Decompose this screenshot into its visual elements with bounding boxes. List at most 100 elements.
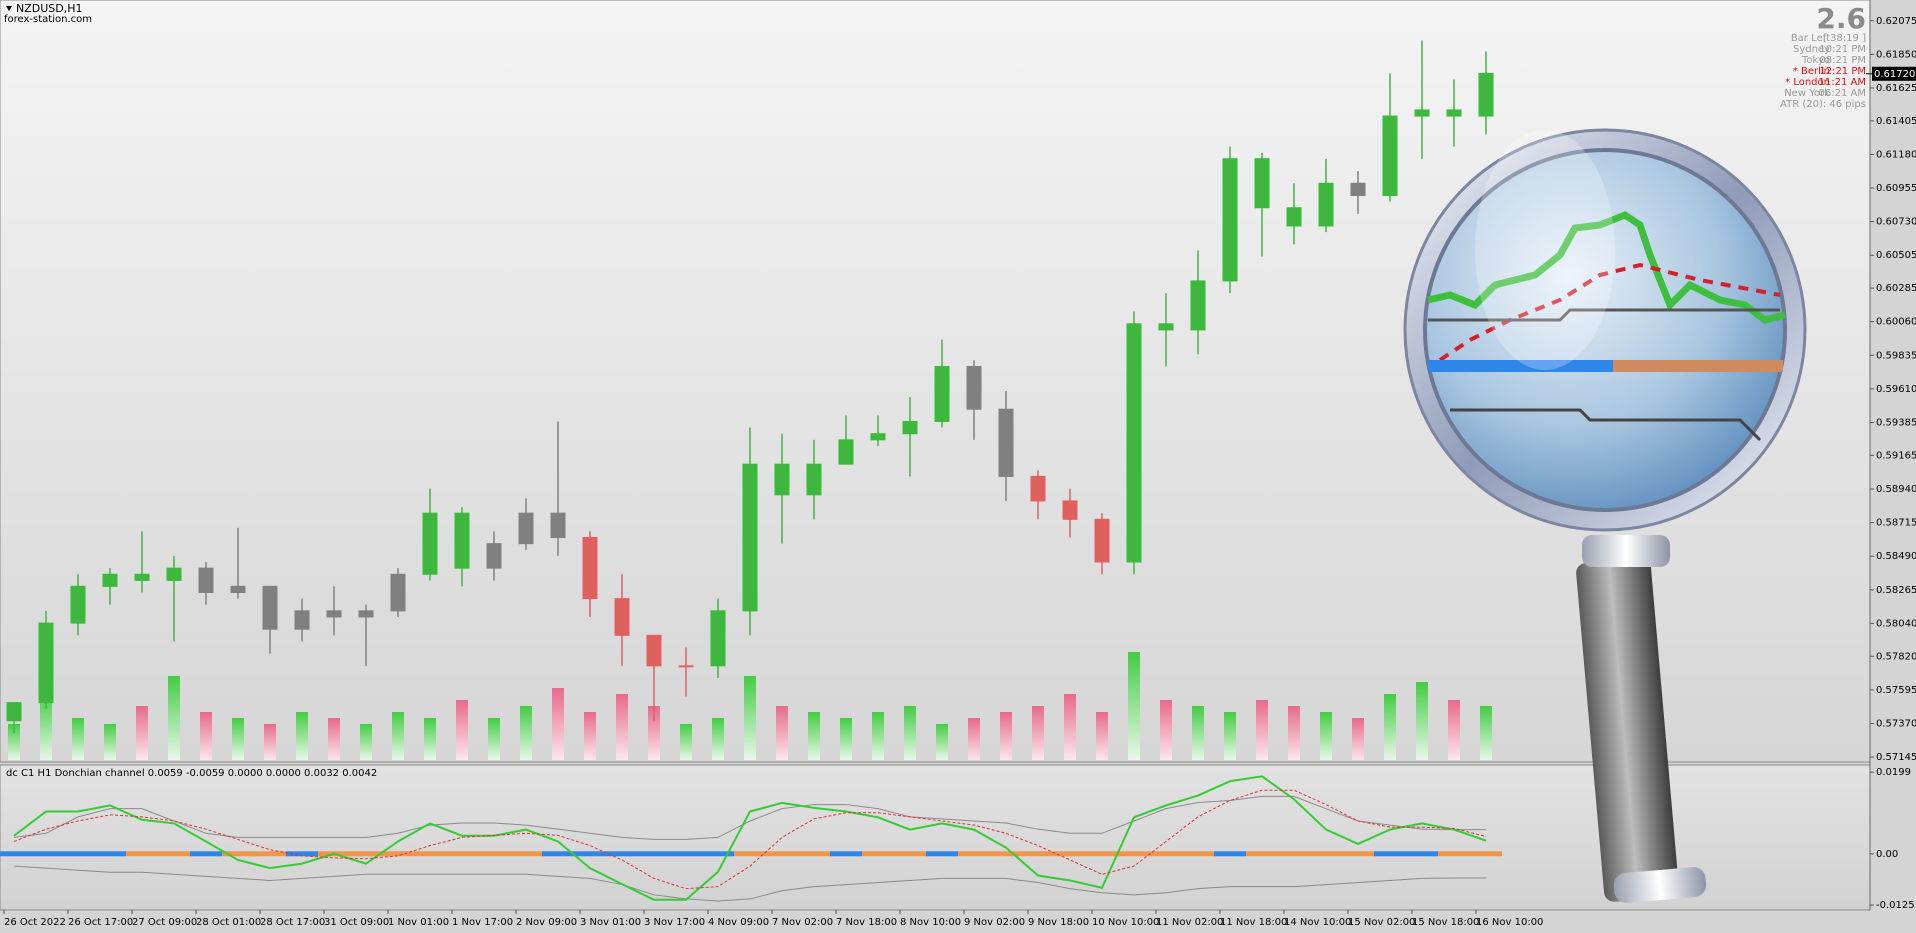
x-tick-label: 2 Nov 09:00: [516, 917, 577, 928]
candle-body: [102, 573, 118, 587]
state-segment: [894, 851, 926, 857]
y-tick-label: 0.58490: [1876, 551, 1916, 562]
volume-bar: [1160, 700, 1172, 760]
x-tick-label: 31 Oct 09:00: [324, 917, 389, 928]
volume-bar: [1032, 706, 1044, 760]
x-tick-label: 16 Nov 10:00: [1476, 917, 1543, 928]
symbol-arrow: [6, 6, 12, 11]
volume-bar: [1096, 712, 1108, 760]
state-segment: [414, 851, 446, 857]
last-price-label: 0.61720: [1874, 69, 1915, 80]
y-tick-label: 0.61625: [1876, 83, 1916, 94]
x-tick-label: 8 Nov 10:00: [900, 917, 961, 928]
y-tick-label: 0.58940: [1876, 484, 1916, 495]
y-tick-label: 0.60285: [1876, 283, 1916, 294]
volume-bar: [1320, 712, 1332, 760]
volume-bar: [136, 706, 148, 760]
x-tick-label: 9 Nov 18:00: [1028, 917, 1089, 928]
indicator-line: [13, 865, 1486, 902]
y-tick-label: 0.57145: [1876, 752, 1916, 763]
volume-bar: [392, 712, 404, 760]
y-tick-label: 0.61180: [1876, 149, 1916, 160]
volume-bar: [872, 712, 884, 760]
magnifier-cap: [1613, 867, 1707, 903]
y-tick-label: 0.57370: [1876, 718, 1916, 729]
state-segment: [1118, 851, 1150, 857]
state-segment: [1150, 851, 1182, 857]
y-tick-label: 0.00: [1876, 849, 1898, 860]
state-segment: [1342, 851, 1374, 857]
candle-body: [614, 598, 630, 636]
candle-body: [1350, 182, 1366, 197]
state-segment: [1438, 851, 1470, 857]
y-tick-label: 0.61405: [1876, 116, 1916, 127]
y-tick-label: 0.60505: [1876, 250, 1916, 261]
candle-body: [998, 408, 1014, 477]
info-value: 12:21 PM: [1819, 66, 1866, 77]
info-label: * London: [1785, 77, 1830, 88]
volume-bar: [968, 718, 980, 760]
volume-bar: [1000, 712, 1012, 760]
state-segment: [1086, 851, 1118, 857]
x-tick-label: 28 Oct 01:00: [196, 917, 261, 928]
state-segment: [0, 851, 30, 857]
info-label: New York: [1784, 88, 1830, 99]
state-segment: [510, 851, 542, 857]
candle-body: [6, 702, 22, 722]
y-tick-label: 0.59610: [1876, 384, 1916, 395]
volume-bar: [296, 712, 308, 760]
y-tick-label: 0.60955: [1876, 183, 1916, 194]
volume-bar: [488, 718, 500, 760]
info-label: Bar Left: [1791, 33, 1830, 44]
volume-bar: [1224, 712, 1236, 760]
x-tick-label: 1 Nov 01:00: [388, 917, 449, 928]
x-tick-label: 28 Oct 17:00: [260, 917, 325, 928]
candle-body: [1062, 500, 1078, 520]
y-tick-label: 0.62075: [1876, 16, 1916, 27]
volume-bar: [744, 676, 756, 760]
volume-bar: [232, 718, 244, 760]
info-value: 08:21 PM: [1819, 55, 1866, 66]
y-tick-label: 0.57595: [1876, 685, 1916, 696]
x-tick-label: 10 Nov 10:00: [1092, 917, 1159, 928]
x-tick-label: 4 Nov 09:00: [708, 917, 769, 928]
indicator-title: dc C1 H1 Donchian channel 0.0059 -0.0059…: [6, 768, 377, 779]
state-segment: [126, 851, 158, 857]
candle-body: [518, 512, 534, 545]
candle-body: [294, 610, 310, 630]
y-tick-label: 0.59835: [1876, 350, 1916, 361]
volume-bar: [680, 724, 692, 760]
candle-body: [1126, 323, 1142, 563]
volume-bar: [520, 706, 532, 760]
candle-body: [966, 366, 982, 410]
volume-bar: [1192, 706, 1204, 760]
volume-bar: [1064, 694, 1076, 760]
state-segment: [1374, 851, 1406, 857]
indicator-line: [13, 775, 1487, 901]
state-segment: [1310, 851, 1342, 857]
x-tick-label: 11 Nov 18:00: [1220, 917, 1287, 928]
state-segment: [1054, 851, 1086, 857]
volume-bar: [1384, 694, 1396, 760]
state-segment: [62, 851, 94, 857]
volume-bar: [648, 706, 660, 760]
volume-bar: [456, 700, 468, 760]
lens-lower: [1450, 408, 1762, 442]
volume-bar: [776, 706, 788, 760]
state-segment: [1246, 851, 1278, 857]
state-segment: [542, 851, 574, 857]
watermark: forex-station.com: [4, 14, 92, 25]
volume-bar: [264, 724, 276, 760]
state-segment: [350, 851, 382, 857]
magnifier-handle: [1576, 558, 1679, 902]
state-segment: [734, 851, 766, 857]
y-tick-label: 0.0199: [1876, 767, 1911, 778]
info-value: [ 38:19 ]: [1823, 33, 1866, 44]
lens-line: [1427, 211, 1786, 324]
x-tick-label: 3 Nov 01:00: [580, 917, 641, 928]
candle-body: [326, 610, 342, 618]
info-value: 06:21 AM: [1819, 88, 1866, 99]
volume-bar: [1256, 700, 1268, 760]
candle-body: [742, 463, 758, 612]
